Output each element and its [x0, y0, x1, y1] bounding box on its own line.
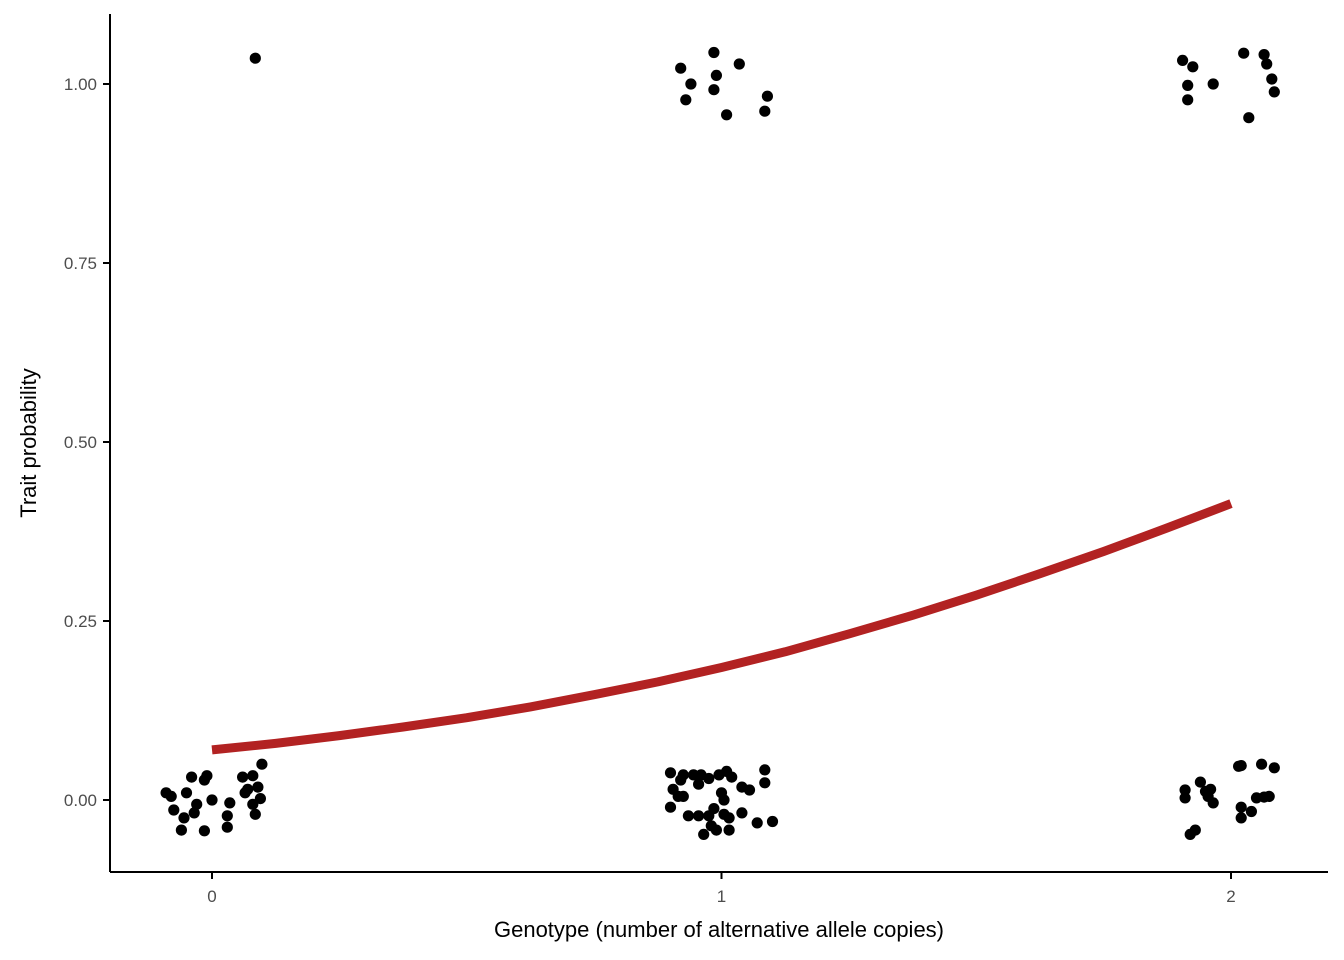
data-point: [708, 84, 720, 96]
data-point: [733, 58, 745, 70]
data-point: [256, 758, 268, 770]
data-point: [677, 769, 689, 781]
data-point: [1182, 79, 1194, 91]
data-point: [759, 105, 771, 117]
data-point: [247, 770, 259, 782]
data-point: [180, 787, 193, 799]
data-point: [201, 770, 213, 782]
data-point: [221, 821, 233, 833]
x-axis-title: Genotype (number of alternative allele c…: [494, 917, 944, 942]
x-tick-label: 0: [207, 887, 216, 906]
data-point: [664, 767, 677, 779]
data-point: [168, 804, 180, 816]
data-point: [693, 778, 705, 790]
data-point: [698, 828, 710, 841]
y-tick-label: 0.25: [64, 612, 97, 631]
data-point: [1243, 112, 1255, 124]
data-point: [736, 807, 748, 819]
data-point: [178, 812, 190, 824]
data-point: [1268, 86, 1280, 98]
data-point: [677, 790, 689, 803]
data-point: [198, 825, 210, 837]
data-point: [682, 810, 695, 822]
data-point: [221, 810, 233, 822]
data-point: [1263, 790, 1275, 803]
data-point: [723, 824, 735, 836]
y-tick-label: 0.75: [64, 254, 97, 273]
data-point: [664, 801, 677, 813]
y-axis-title: Trait probability: [16, 368, 41, 518]
y-tick-label: 0.00: [64, 791, 97, 810]
fit-curve-layer: [211, 499, 1233, 755]
data-point: [675, 62, 687, 74]
data-point: [743, 784, 756, 796]
data-point: [186, 771, 198, 783]
data-point: [721, 109, 733, 121]
data-point: [710, 69, 723, 81]
data-point: [680, 94, 692, 106]
data-point: [191, 798, 203, 810]
data-point: [766, 815, 779, 828]
data-point: [1235, 760, 1247, 772]
y-tick-label: 1.00: [64, 75, 97, 94]
data-point: [175, 824, 187, 836]
data-point: [1258, 49, 1270, 61]
data-point: [685, 78, 697, 90]
data-point: [708, 803, 720, 815]
data-point: [1179, 792, 1191, 804]
data-point: [708, 46, 720, 59]
data-point: [1235, 812, 1247, 824]
data-point: [761, 90, 774, 102]
data-point: [1187, 61, 1199, 73]
data-point: [1182, 94, 1194, 106]
data-point: [224, 797, 236, 809]
data-point: [249, 52, 261, 64]
data-point: [1245, 805, 1257, 818]
data-point: [718, 794, 730, 806]
data-point: [693, 810, 705, 822]
fit-curve: [211, 499, 1233, 755]
data-point: [1207, 797, 1219, 809]
y-axis-ticks: 0.00 0.25 0.50 0.75 1.00: [64, 75, 110, 810]
data-point: [1194, 776, 1206, 788]
data-point: [1177, 54, 1189, 66]
data-point: [1261, 58, 1273, 70]
data-point: [252, 781, 264, 793]
data-point: [1205, 783, 1217, 795]
data-point: [751, 817, 763, 829]
data-point: [723, 812, 735, 824]
x-tick-label: 2: [1226, 887, 1235, 906]
data-point: [759, 777, 771, 789]
x-axis-ticks: 0 1 2: [207, 872, 1236, 906]
data-point: [1268, 762, 1280, 774]
data-point: [703, 772, 715, 785]
data-point: [242, 783, 254, 795]
data-point: [247, 798, 259, 810]
x-tick-label: 1: [717, 887, 726, 906]
data-point: [165, 790, 177, 803]
data-point: [726, 771, 738, 783]
data-point: [1256, 758, 1268, 770]
data-point: [237, 771, 249, 783]
data-point: [206, 794, 218, 806]
data-point: [1266, 73, 1278, 85]
data-point: [710, 824, 723, 836]
data-point: [1179, 784, 1191, 796]
data-point: [759, 764, 771, 776]
data-point: [188, 807, 200, 819]
y-tick-label: 0.50: [64, 433, 97, 452]
data-point: [1235, 801, 1247, 813]
data-point: [249, 808, 261, 820]
data-point: [1207, 78, 1219, 90]
data-point: [1238, 47, 1250, 59]
data-point: [1189, 824, 1201, 836]
data-points: [160, 46, 1280, 841]
data-point: [254, 793, 266, 805]
